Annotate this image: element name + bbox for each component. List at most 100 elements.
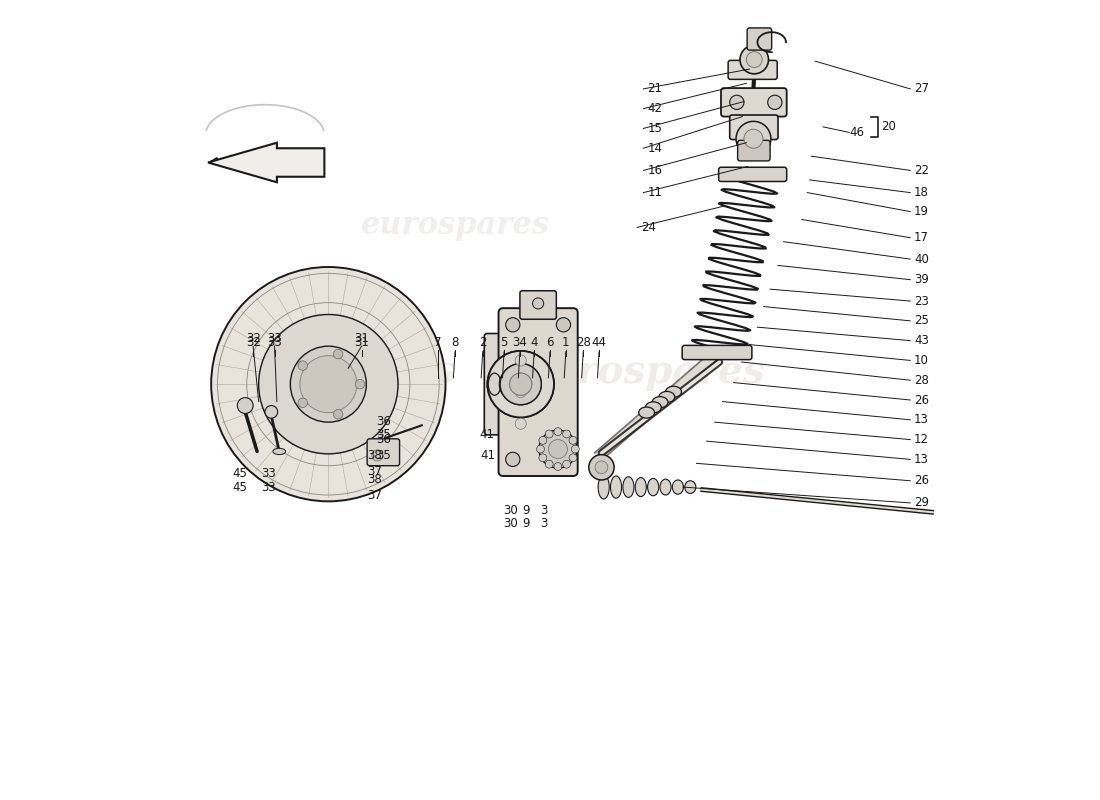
- Ellipse shape: [646, 402, 661, 413]
- Text: 41: 41: [480, 428, 494, 441]
- Text: 19: 19: [914, 205, 929, 218]
- Text: 6: 6: [547, 335, 553, 349]
- Text: 29: 29: [914, 497, 929, 510]
- Circle shape: [768, 95, 782, 110]
- Circle shape: [372, 450, 383, 461]
- Text: 26: 26: [914, 474, 929, 487]
- Circle shape: [554, 428, 562, 436]
- Ellipse shape: [598, 475, 609, 499]
- Circle shape: [298, 361, 308, 370]
- Text: 40: 40: [914, 253, 929, 266]
- Ellipse shape: [666, 386, 682, 398]
- Ellipse shape: [639, 407, 654, 418]
- Circle shape: [539, 430, 576, 468]
- Text: 37: 37: [366, 489, 382, 502]
- Circle shape: [537, 445, 544, 453]
- Text: 8: 8: [451, 335, 459, 349]
- Circle shape: [509, 373, 531, 395]
- Circle shape: [539, 437, 547, 444]
- Text: 44: 44: [592, 335, 606, 349]
- Text: eurospares: eurospares: [216, 354, 456, 391]
- Circle shape: [500, 363, 541, 405]
- Circle shape: [487, 351, 554, 418]
- Text: 7: 7: [433, 335, 441, 349]
- Text: eurospares: eurospares: [525, 354, 766, 391]
- Circle shape: [554, 462, 562, 470]
- Circle shape: [258, 314, 398, 454]
- Text: 22: 22: [914, 164, 929, 177]
- Text: 3: 3: [540, 517, 548, 530]
- Text: 33: 33: [262, 481, 276, 494]
- Circle shape: [744, 130, 763, 148]
- Circle shape: [509, 373, 531, 395]
- Circle shape: [333, 410, 343, 419]
- Circle shape: [211, 267, 446, 502]
- Circle shape: [549, 439, 568, 458]
- Text: 45: 45: [232, 481, 248, 494]
- Text: 25: 25: [914, 314, 929, 327]
- Circle shape: [563, 430, 571, 438]
- FancyBboxPatch shape: [718, 167, 786, 182]
- Circle shape: [736, 122, 771, 156]
- Text: 14: 14: [648, 142, 662, 154]
- Circle shape: [238, 398, 253, 414]
- Ellipse shape: [660, 479, 671, 495]
- Text: 2: 2: [478, 335, 486, 349]
- Circle shape: [546, 430, 553, 438]
- Text: 33: 33: [262, 467, 276, 480]
- Circle shape: [506, 318, 520, 332]
- Polygon shape: [208, 142, 324, 182]
- Ellipse shape: [672, 480, 683, 494]
- Text: 30: 30: [503, 517, 518, 530]
- Circle shape: [595, 461, 608, 474]
- Text: 37: 37: [366, 465, 382, 478]
- Text: 32: 32: [245, 335, 261, 349]
- Text: 4: 4: [530, 335, 538, 349]
- Text: 24: 24: [641, 221, 656, 234]
- Circle shape: [300, 356, 356, 413]
- Circle shape: [557, 452, 571, 466]
- Circle shape: [515, 386, 526, 398]
- Circle shape: [563, 460, 571, 468]
- FancyBboxPatch shape: [682, 346, 752, 360]
- Circle shape: [557, 318, 571, 332]
- Text: 36: 36: [376, 414, 392, 428]
- FancyBboxPatch shape: [484, 334, 544, 435]
- Text: 10: 10: [914, 354, 929, 367]
- FancyBboxPatch shape: [367, 438, 399, 466]
- Circle shape: [569, 454, 578, 462]
- FancyBboxPatch shape: [747, 28, 772, 50]
- Text: 3: 3: [540, 505, 548, 518]
- Text: 33: 33: [267, 331, 282, 345]
- Text: 13: 13: [914, 414, 929, 426]
- FancyBboxPatch shape: [720, 88, 786, 117]
- Text: 36: 36: [376, 434, 392, 446]
- FancyBboxPatch shape: [728, 60, 778, 79]
- Circle shape: [298, 398, 308, 407]
- Text: 9: 9: [522, 517, 530, 530]
- Text: 35: 35: [376, 428, 392, 441]
- Circle shape: [515, 355, 526, 366]
- Text: 45: 45: [232, 467, 248, 480]
- Circle shape: [539, 454, 547, 462]
- Text: 23: 23: [914, 294, 929, 307]
- Text: 41: 41: [481, 449, 496, 462]
- Text: 28: 28: [914, 374, 929, 386]
- Ellipse shape: [273, 448, 286, 454]
- Text: 5: 5: [500, 335, 508, 349]
- Text: 17: 17: [914, 231, 929, 244]
- Text: 18: 18: [914, 186, 929, 199]
- Circle shape: [546, 460, 553, 468]
- Ellipse shape: [652, 397, 668, 408]
- Text: 9: 9: [522, 505, 530, 518]
- Circle shape: [746, 52, 762, 67]
- Text: 1: 1: [562, 335, 570, 349]
- Text: 38: 38: [367, 473, 382, 486]
- Circle shape: [506, 452, 520, 466]
- Text: 28: 28: [575, 335, 591, 349]
- Text: 12: 12: [914, 433, 929, 446]
- Circle shape: [588, 454, 614, 480]
- FancyBboxPatch shape: [729, 115, 778, 139]
- FancyBboxPatch shape: [738, 140, 770, 161]
- Circle shape: [487, 351, 554, 418]
